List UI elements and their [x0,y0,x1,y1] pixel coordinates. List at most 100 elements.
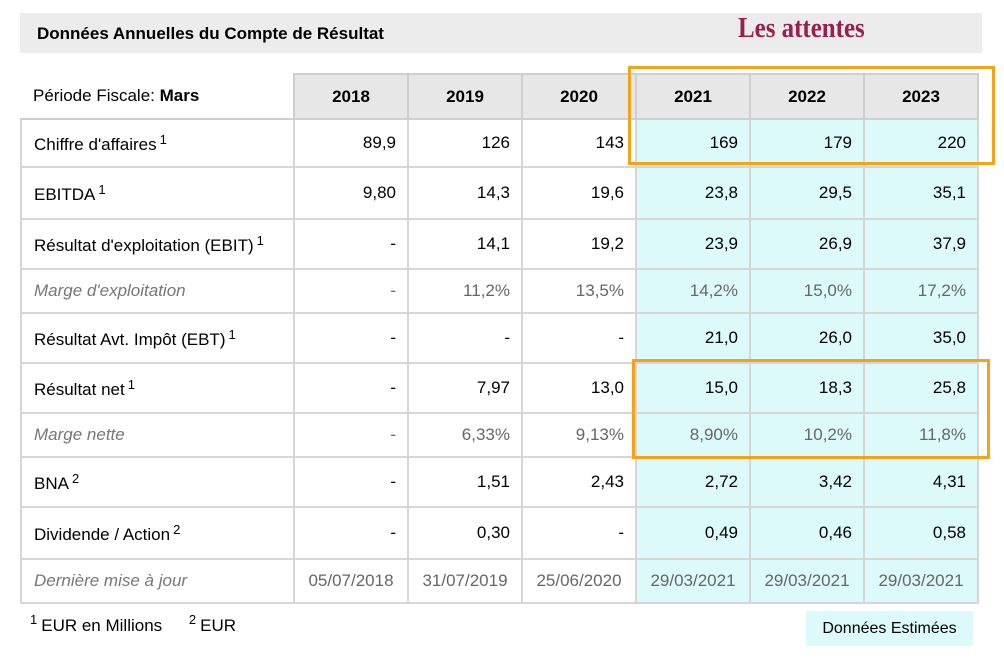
value-cell: 05/07/2018 [293,558,409,604]
value-cell: 0,58 [863,506,979,560]
fiscal-period-label: Période Fiscale: [33,86,155,105]
value-cell: 29/03/2021 [635,558,751,604]
row-label: Chiffre d'affaires 1 [20,119,295,168]
row-label-text: Résultat net [34,379,125,399]
estimated-data-legend: Données Estimées [806,611,973,646]
value-cell: 13,5% [521,268,637,314]
value-cell: 29/03/2021 [749,558,865,604]
footnote-ref: 1 [159,131,167,147]
footnote-1: 1 EUR en Millions [30,612,163,635]
value-cell: 169 [635,118,751,168]
value-cell: - [293,362,409,414]
income-statement-table: Période Fiscale: Mars 2018 2019 2020 202… [20,73,979,604]
row-label-text: Résultat Avt. Impôt (EBT) [34,329,226,349]
footnote-ref: 1 [256,232,264,248]
value-cell: - [293,506,409,560]
fiscal-period-cell: Période Fiscale: Mars [21,74,294,120]
footnotes: 1 EUR en Millions 2 EUR [30,612,258,636]
value-cell: 35,0 [863,312,979,364]
table-row: BNA 2-1,51 2,43 2,72 3,42 4,31 [20,456,979,508]
year-header: 2018 [293,73,409,120]
row-label: Dernière mise à jour [20,559,295,604]
table-row: Résultat Avt. Impôt (EBT) 1- - -21,0 26,0 35,… [20,312,979,364]
value-cell: 0,30 [407,506,523,560]
value-cell: 23,8 [635,166,751,220]
table-row: EBITDA 1 9,80 14,3 19,6 23,8 29,5 35,1 [20,166,979,220]
header-bar [20,13,982,53]
table-row: Chiffre d'affaires 1 89,9 126 143 169 179 220 [20,118,979,168]
value-cell: 7,97 [407,362,523,414]
header-row: Période Fiscale: Mars 2018 2019 2020 202… [21,73,979,120]
value-cell: 8,90% [635,412,751,458]
row-label: EBITDA 1 [20,167,295,220]
row-label: Dividende / Action 2 [20,507,295,560]
year-header: 2019 [407,73,523,120]
row-label: Résultat Avt. Impôt (EBT) 1 [20,313,295,364]
row-label-text: Marge d'exploitation [34,281,186,300]
fiscal-period-value: Mars [159,86,200,105]
value-cell: 89,9 [293,118,409,168]
footnote-ref: 1 [98,181,106,197]
table-row: Dividende / Action 2-0,30-0,49 0,46 0,58 [20,506,979,560]
value-cell: 126 [407,118,523,168]
value-cell: 37,9 [863,218,979,270]
year-header: 2023 [863,73,979,120]
table-row: Marge nette -6,33% 9,13% 8,90% 10,2% 11,8% [20,412,979,458]
value-cell: 10,2% [749,412,865,458]
year-header: 2020 [521,73,637,120]
value-cell: - [293,312,409,364]
value-cell: - [521,506,637,560]
value-cell: 9,80 [293,166,409,220]
value-cell: 14,2% [635,268,751,314]
value-cell: - [293,268,409,314]
value-cell: 6,33% [407,412,523,458]
value-cell: 17,2% [863,268,979,314]
value-cell: 25/06/2020 [521,558,637,604]
value-cell: - [293,412,409,458]
value-cell: 35,1 [863,166,979,220]
value-cell: 3,42 [749,456,865,508]
row-label-text: Dernière mise à jour [34,571,188,590]
value-cell: - [521,312,637,364]
row-label: Marge nette [20,413,295,458]
table-row: Dernière mise à jour 05/07/2018 31/07/2019… [20,558,979,604]
value-cell: 26,9 [749,218,865,270]
row-label-text: Marge nette [34,425,125,444]
value-cell: 21,0 [635,312,751,364]
value-cell: - [293,456,409,508]
value-cell: - [293,218,409,270]
table-row: Résultat d'exploitation (EBIT) 1-14,1 19,2… [20,218,979,270]
value-cell: 1,51 [407,456,523,508]
value-cell: 2,43 [521,456,637,508]
row-label-text: BNA [34,473,69,493]
row-label: BNA 2 [20,457,295,508]
value-cell: 29,5 [749,166,865,220]
value-cell: 0,49 [635,506,751,560]
footnote-ref: 2 [71,470,80,486]
value-cell: 2,72 [635,456,751,508]
value-cell: 15,0% [749,268,865,314]
footnote-ref: 1 [228,326,236,342]
value-cell: 14,3 [407,166,523,220]
value-cell: 23,9 [635,218,751,270]
value-cell: 14,1 [407,218,523,270]
row-label-text: Résultat d'exploitation (EBIT) [34,235,254,255]
row-label-text: Dividende / Action [34,524,171,544]
row-label: Résultat net 1 [20,363,295,414]
value-cell: 179 [749,118,865,168]
row-label: Marge d'exploitation [20,269,295,314]
value-cell: 13,0 [521,362,637,414]
value-cell: 18,3 [749,362,865,414]
value-cell: 11,2% [407,268,523,314]
value-cell: 0,46 [749,506,865,560]
value-cell: 31/07/2019 [407,558,523,604]
year-header: 2021 [635,73,751,120]
row-label-text: EBITDA [34,184,96,204]
handwritten-annotation: Les attentes [738,12,865,44]
value-cell: 15,0 [635,362,751,414]
value-cell: 143 [521,118,637,168]
row-label-text: Chiffre d'affaires [34,134,157,154]
page-title: Données Annuelles du Compte de Résultat [37,24,384,43]
value-cell: 11,8% [863,412,979,458]
value-cell: 4,31 [863,456,979,508]
